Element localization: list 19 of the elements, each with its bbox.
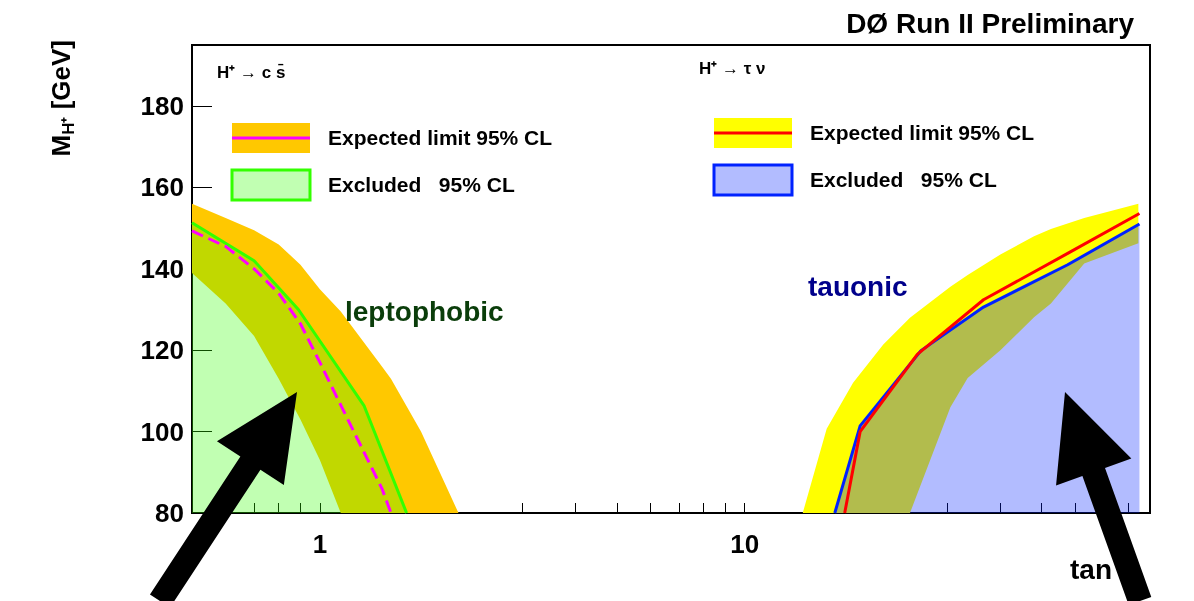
x-axis-title: tan xyxy=(1070,553,1112,585)
y-tick-label: 180 xyxy=(140,91,184,122)
annotation: H⁺ → τ ν xyxy=(699,59,766,78)
chart-title: DØ Run II Preliminary xyxy=(846,7,1135,39)
y-tick-label: 80 xyxy=(155,498,184,528)
legend-label: Excluded 95% CL xyxy=(810,168,997,191)
x-tick-label: 10 xyxy=(730,529,760,559)
y-tick-label: 160 xyxy=(140,172,184,203)
annotation: H⁺ → c s̄ xyxy=(217,63,286,82)
y-tick-label: 140 xyxy=(140,253,184,284)
y-axis-title: MH⁺ [GeV] xyxy=(46,39,78,157)
legend-label: Expected limit 95% CL xyxy=(328,126,553,149)
annotation: tauonic xyxy=(808,270,908,302)
legend-label: Expected limit 95% CL xyxy=(810,121,1035,144)
legend-label: Excluded 95% CL xyxy=(328,173,515,196)
y-tick-label: 120 xyxy=(140,335,184,366)
x-tick-label: 1 xyxy=(312,529,328,559)
y-tick-label: 100 xyxy=(140,416,184,447)
annotation: leptophobic xyxy=(345,295,504,327)
